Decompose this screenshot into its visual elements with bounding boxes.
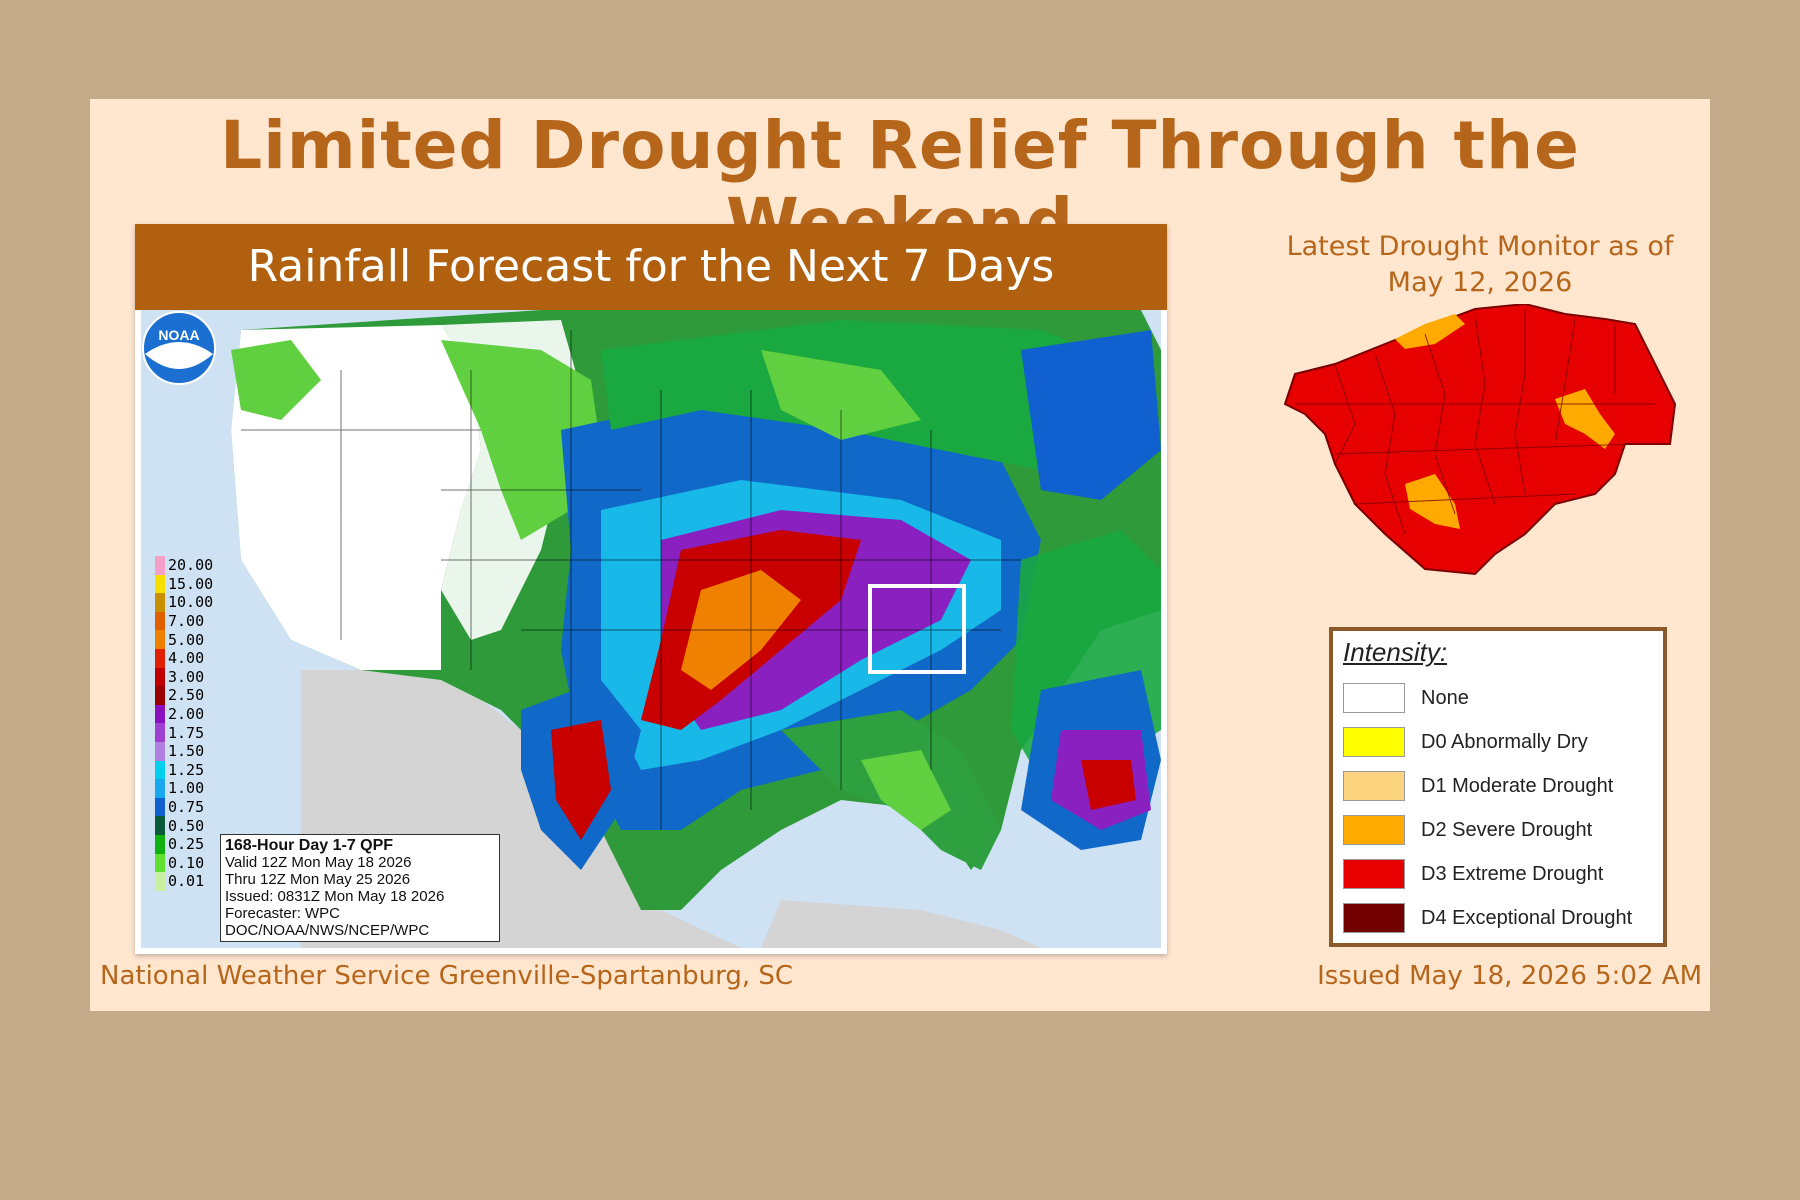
scale-row: 7.00	[155, 611, 225, 631]
scale-label: 20.00	[168, 556, 214, 575]
legend-item-d1: D1 Moderate Drought	[1343, 769, 1613, 803]
nws-office-credit: National Weather Service Greenville-Spar…	[100, 961, 794, 991]
scale-row: 0.75	[155, 797, 225, 817]
scale-row: 20.00	[155, 556, 225, 575]
legend-swatch	[1343, 815, 1405, 845]
legend-label: D3 Extreme Drought	[1421, 862, 1604, 885]
scale-swatch	[155, 834, 165, 854]
page-title: Limited Drought Relief Through the Weeke…	[220, 107, 1580, 261]
drought-monitor-title: Latest Drought Monitor as of May 12, 202…	[1286, 231, 1674, 298]
scale-swatch	[155, 593, 165, 612]
scale-label: 0.50	[168, 816, 205, 835]
scale-swatch	[155, 556, 165, 575]
scale-swatch	[155, 760, 165, 780]
qpf-forecaster: Forecaster: WPC	[225, 905, 341, 922]
legend-item-none: None	[1343, 681, 1469, 715]
scale-swatch	[155, 872, 165, 891]
scale-swatch	[155, 574, 165, 594]
drought-monitor-map	[1283, 304, 1677, 576]
legend-item-d0: D0 Abnormally Dry	[1343, 725, 1588, 759]
noaa-logo-icon: NOAA	[142, 311, 216, 385]
scale-label: 7.00	[168, 612, 205, 631]
qpf-map-graphic	[141, 310, 1161, 948]
legend-swatch	[1343, 771, 1405, 801]
scale-label: 1.75	[168, 723, 205, 742]
legend-label: D0 Abnormally Dry	[1421, 730, 1588, 753]
scale-swatch	[155, 704, 165, 724]
scale-row: 1.25	[155, 760, 225, 780]
issued-timestamp: Issued May 18, 2026 5:02 AM	[1317, 961, 1702, 991]
scale-swatch	[155, 797, 165, 817]
qpf-map: 20.00 15.00 10.00 7.00 5.00 4.00 3.00 2.…	[141, 310, 1161, 948]
scale-swatch	[155, 723, 165, 742]
scale-row: 0.10	[155, 853, 225, 873]
scale-swatch	[155, 853, 165, 873]
scale-row: 2.50	[155, 686, 225, 705]
legend-title: Intensity:	[1343, 637, 1448, 667]
legend-label: D1 Moderate Drought	[1421, 774, 1614, 797]
qpf-thru: Thru 12Z Mon May 25 2026	[225, 871, 411, 888]
scale-row: 10.00	[155, 593, 225, 612]
scale-label: 1.25	[168, 760, 205, 779]
scale-label: 10.00	[168, 593, 214, 612]
scale-row: 1.50	[155, 741, 225, 761]
legend-swatch	[1343, 859, 1405, 889]
scale-label: 0.01	[168, 872, 205, 891]
legend-label: None	[1421, 686, 1469, 709]
scale-row: 3.00	[155, 667, 225, 687]
legend-item-d3: D3 Extreme Drought	[1343, 857, 1603, 891]
scale-row: 1.75	[155, 723, 225, 742]
scale-swatch	[155, 611, 165, 631]
scale-label: 2.00	[168, 705, 205, 724]
qpf-color-scale: 20.00 15.00 10.00 7.00 5.00 4.00 3.00 2.…	[155, 556, 225, 891]
legend-swatch	[1343, 683, 1405, 713]
scale-label: 1.50	[168, 742, 205, 761]
scale-label: 3.00	[168, 667, 205, 686]
infographic-card: Limited Drought Relief Through the Weeke…	[90, 99, 1710, 1011]
scale-row: 1.00	[155, 779, 225, 798]
legend-swatch	[1343, 903, 1405, 933]
qpf-info-box: 168-Hour Day 1-7 QPF Valid 12Z Mon May 1…	[220, 834, 500, 942]
scale-label: 15.00	[168, 574, 214, 593]
scale-label: 0.75	[168, 798, 205, 817]
legend-swatch	[1343, 727, 1405, 757]
scale-label: 0.10	[168, 853, 205, 872]
scale-swatch	[155, 779, 165, 798]
scale-swatch	[155, 816, 165, 835]
qpf-info-title: 168-Hour Day 1-7 QPF	[225, 837, 394, 854]
scale-swatch	[155, 667, 165, 687]
legend-label: D4 Exceptional Drought	[1421, 906, 1633, 929]
rainfall-map-panel: Rainfall Forecast for the Next 7 Days	[135, 224, 1167, 954]
scale-row: 4.00	[155, 648, 225, 668]
svg-text:NOAA: NOAA	[158, 327, 199, 343]
rainfall-banner: Rainfall Forecast for the Next 7 Days	[135, 224, 1167, 310]
scale-row: 0.25	[155, 834, 225, 854]
qpf-org: DOC/NOAA/NWS/NCEP/WPC	[225, 922, 430, 939]
legend-label: D2 Severe Drought	[1421, 818, 1593, 841]
scale-row: 5.00	[155, 630, 225, 649]
focus-area-box	[868, 584, 966, 674]
scale-row: 15.00	[155, 574, 225, 594]
scale-label: 4.00	[168, 649, 205, 668]
scale-row: 0.50	[155, 816, 225, 835]
scale-swatch	[155, 630, 165, 649]
drought-legend: Intensity: None D0 Abnormally Dry D1 Mod…	[1329, 627, 1667, 947]
scale-label: 2.50	[168, 686, 205, 705]
scale-label: 5.00	[168, 630, 205, 649]
scale-row: 0.01	[155, 872, 225, 891]
scale-swatch	[155, 741, 165, 761]
scale-swatch	[155, 648, 165, 668]
qpf-issued: Issued: 0831Z Mon May 18 2026	[225, 888, 445, 905]
scale-swatch	[155, 686, 165, 705]
scale-label: 0.25	[168, 835, 205, 854]
scale-label: 1.00	[168, 779, 205, 798]
qpf-valid: Valid 12Z Mon May 18 2026	[225, 854, 412, 871]
legend-item-d4: D4 Exceptional Drought	[1343, 901, 1632, 935]
scale-row: 2.00	[155, 704, 225, 724]
legend-item-d2: D2 Severe Drought	[1343, 813, 1592, 847]
